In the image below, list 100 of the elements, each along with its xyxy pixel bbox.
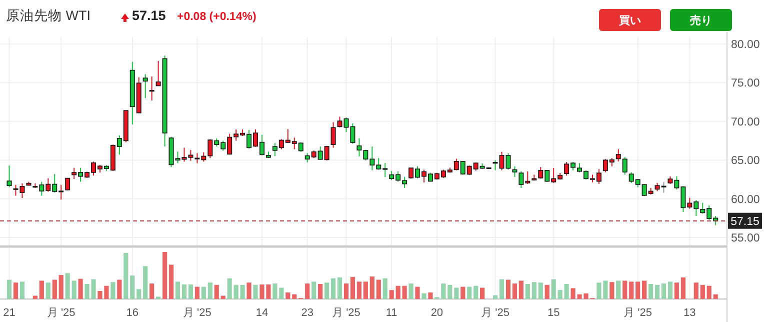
bar (330, 278, 336, 299)
x-tick-label: 20 (430, 307, 444, 319)
bar (78, 278, 83, 299)
bar (175, 282, 180, 299)
bar (492, 295, 498, 299)
bar (370, 276, 374, 299)
x-tick-label: 月 '25 (182, 307, 212, 319)
bar (694, 282, 698, 299)
bar (454, 288, 459, 299)
bar (13, 282, 18, 299)
text: 57.15 (132, 8, 166, 23)
x-tick-label: 21 (3, 307, 16, 319)
bar (279, 288, 284, 299)
bar (616, 280, 621, 299)
x-tick-label: 11 (386, 307, 398, 319)
text: 売り (690, 14, 712, 27)
y-tick-label: 60.00 (731, 194, 760, 206)
bar (382, 278, 388, 299)
bar (363, 282, 368, 299)
bar (422, 293, 426, 299)
x-tick-label: 月 '25 (332, 307, 360, 319)
bar (220, 296, 226, 299)
bar (253, 284, 258, 299)
bar (32, 296, 38, 299)
bar (350, 276, 356, 299)
x-tick-label: 月 '25 (624, 307, 652, 319)
bar (558, 290, 562, 299)
bar (668, 282, 673, 299)
bar (480, 288, 485, 299)
chart-title: 原油先物 WTI (6, 8, 90, 23)
bar (194, 286, 200, 299)
bar (130, 276, 135, 299)
bar (428, 292, 433, 299)
bar (150, 283, 154, 299)
bar (376, 280, 381, 299)
x-tick-label: 16 (126, 307, 139, 319)
bar (448, 284, 452, 299)
bar (642, 280, 647, 299)
bar (168, 264, 174, 299)
x-tick-label: 13 (684, 307, 696, 319)
bar (610, 282, 614, 299)
bar (460, 286, 466, 299)
bar (110, 282, 116, 299)
x-tick-label: 14 (256, 307, 268, 319)
bar (518, 280, 524, 299)
bar (525, 284, 530, 299)
bar (402, 286, 407, 299)
bar (654, 284, 660, 299)
bar (512, 283, 518, 299)
bar (318, 284, 323, 299)
bar (72, 280, 76, 299)
bar (674, 282, 680, 299)
bar (344, 283, 349, 299)
y-tick-label: 70.00 (731, 116, 760, 128)
bar (272, 283, 278, 299)
bar (551, 279, 556, 299)
bar (706, 286, 712, 299)
y-tick-label: 65.00 (731, 155, 760, 168)
bar (713, 294, 718, 299)
bar (532, 282, 536, 299)
bar (680, 277, 686, 299)
bar (143, 266, 148, 299)
bar (337, 277, 342, 299)
x-tick-label: 15 (547, 307, 560, 319)
bar (46, 282, 50, 299)
bar (396, 286, 400, 299)
x-tick-label: 月 '25 (46, 307, 76, 319)
bar (52, 280, 57, 299)
bar (506, 280, 511, 299)
bar (292, 294, 297, 299)
text: +0.08 (+0.14%) (177, 11, 256, 23)
y-tick-label: 75.00 (731, 78, 760, 90)
x-tick-label: 23 (301, 307, 314, 319)
bar (415, 286, 420, 299)
bar (124, 252, 128, 299)
bar (39, 280, 44, 299)
bar (622, 280, 628, 299)
bar (564, 284, 569, 299)
bar (182, 284, 187, 299)
bar (201, 286, 206, 299)
bar (356, 282, 362, 299)
bar (636, 282, 640, 299)
ref-line-label: 57.15 (730, 216, 760, 228)
bar (65, 273, 70, 299)
bar (188, 284, 194, 299)
bar (136, 289, 142, 299)
bar (648, 284, 654, 299)
bar (246, 282, 252, 299)
bar (538, 282, 543, 299)
y-tick-label: 80.00 (731, 38, 760, 51)
bar (162, 252, 168, 299)
bar (305, 283, 310, 299)
bar (474, 286, 478, 299)
bar (208, 282, 212, 299)
y-tick-label: 55.00 (731, 232, 760, 244)
bar (58, 275, 64, 299)
bar (467, 286, 472, 299)
bar (227, 278, 232, 299)
bar (6, 280, 12, 299)
bar (700, 284, 705, 299)
